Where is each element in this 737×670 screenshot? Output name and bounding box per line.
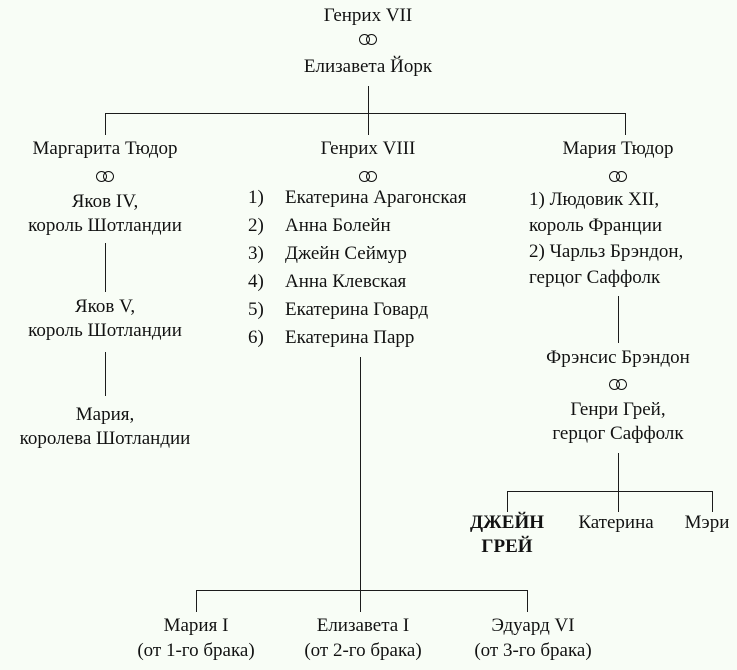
person-james-iv-line2: король Шотландии	[28, 215, 182, 236]
marriage-icon	[96, 171, 114, 182]
person-mary-i-note: (от 1-го брака)	[137, 640, 255, 661]
person-mary-queen-of-scots: Мария, королева Шотландии	[20, 403, 191, 451]
person-mary-scots-line1: Мария,	[75, 404, 135, 425]
connector-henry8-children-stem	[360, 357, 361, 590]
person-mary-tudor: Мария Тюдор	[562, 138, 674, 159]
person-katherine-grey: Катерина	[578, 512, 654, 533]
person-elizabeth-york: Елизавета Йорк	[303, 56, 433, 77]
connector-james5-mary-scots	[105, 352, 106, 396]
wife-number: 3)	[248, 243, 264, 264]
person-jane-grey-line1: ДЖЕЙН	[469, 512, 545, 533]
spouse-louis-xii-line2: король Франции	[529, 215, 663, 236]
person-henry-vii: Генрих VII	[323, 5, 413, 26]
person-henry-grey: Генри Грей, герцог Саффолк	[552, 398, 683, 446]
connector-henry8-children-rail	[196, 590, 527, 591]
person-mary-i-name: Мария I	[163, 615, 229, 636]
marriage-icon	[359, 171, 377, 182]
marriage-icon	[609, 379, 627, 390]
person-henry-viii: Генрих VIII	[320, 138, 416, 159]
marriage-icon	[609, 171, 627, 182]
wife-name: Екатерина Арагонская	[285, 187, 467, 208]
connector-mary-frances	[618, 296, 619, 343]
person-mary-grey: Мэри	[684, 512, 730, 533]
spouse-charles-brandon-line2: герцог Саффолк	[529, 267, 661, 288]
person-elizabeth-i-note: (от 2-го брака)	[304, 640, 422, 661]
ring-icon	[616, 379, 627, 390]
person-henry-grey-line1: Генри Грей,	[570, 399, 666, 420]
connector-frances-children-stem	[618, 453, 619, 491]
ring-icon	[103, 171, 114, 182]
person-edward-vi-name: Эдуард VI	[491, 615, 575, 636]
person-henry-grey-line2: герцог Саффолк	[552, 423, 684, 444]
wife-item-4: 4) Анна Клевская	[248, 268, 466, 296]
ring-icon	[366, 34, 377, 45]
marriage-icon	[359, 34, 377, 45]
wife-name: Екатерина Говард	[285, 299, 429, 320]
person-edward-vi-note: (от 3-го брака)	[474, 640, 592, 661]
connector-drop-edward6	[527, 590, 528, 612]
wife-number: 2)	[248, 215, 264, 236]
person-jane-grey-line2: ГРЕЙ	[481, 536, 533, 557]
ring-icon	[366, 171, 377, 182]
connector-drop-henry8	[368, 113, 369, 135]
wife-name: Екатерина Парр	[285, 327, 415, 348]
person-margaret-tudor: Маргарита Тюдор	[32, 138, 178, 159]
person-james-iv-line1: Яков IV,	[71, 191, 139, 212]
spouse-louis-xii-line1: 1) Людовик XII,	[529, 189, 660, 210]
spouse-charles-brandon-line1: 2) Чарльз Брэндон,	[529, 241, 684, 262]
connector-frances-children-rail	[507, 491, 712, 492]
wife-name: Анна Клевская	[285, 271, 407, 292]
wife-number: 6)	[248, 327, 264, 348]
person-elizabeth-i-name: Елизавета I	[316, 615, 410, 636]
person-elizabeth-i: Елизавета I (от 2-го брака)	[304, 613, 421, 663]
connector-drop-mary-grey	[712, 491, 713, 512]
wife-number: 1)	[248, 187, 264, 208]
person-mary-i: Мария I (от 1-го брака)	[137, 613, 254, 663]
wife-name: Анна Болейн	[285, 215, 391, 236]
connector-gen2-rail	[105, 113, 626, 114]
person-frances-brandon: Фрэнсис Брэндон	[546, 347, 690, 368]
connector-james4-james5	[105, 243, 106, 292]
connector-drop-mary-tudor	[625, 113, 626, 135]
wife-number: 5)	[248, 299, 264, 320]
connector-root-stem	[368, 86, 369, 113]
wife-item-1: 1) Екатерина Арагонская	[248, 184, 466, 212]
wife-item-2: 2) Анна Болейн	[248, 212, 466, 240]
person-james-v-line1: Яков V,	[74, 296, 136, 317]
person-jane-grey: ДЖЕЙН ГРЕЙ	[470, 511, 544, 559]
connector-drop-mary1	[196, 590, 197, 612]
wife-item-3: 3) Джейн Сеймур	[248, 240, 466, 268]
connector-drop-katherine	[618, 491, 619, 512]
person-james-iv: Яков IV, король Шотландии	[28, 190, 182, 238]
person-james-v: Яков V, король Шотландии	[28, 295, 182, 343]
wife-number: 4)	[248, 271, 264, 292]
person-james-v-line2: король Шотландии	[28, 320, 182, 341]
connector-drop-margaret	[105, 113, 106, 135]
wife-name: Джейн Сеймур	[285, 243, 407, 264]
wife-item-6: 6) Екатерина Парр	[248, 324, 466, 352]
person-mary-scots-line2: королева Шотландии	[19, 428, 191, 449]
wives-list: 1) Екатерина Арагонская 2) Анна Болейн 3) Д…	[248, 184, 466, 352]
person-edward-vi: Эдуард VI (от 3-го брака)	[474, 613, 591, 663]
connector-drop-jane-grey	[507, 491, 508, 512]
wife-item-5: 5) Екатерина Говард	[248, 296, 466, 324]
ring-icon	[616, 171, 627, 182]
mary-tudor-spouses: 1) Людовик XII, король Франции 2) Чарльз…	[529, 187, 683, 291]
connector-drop-elizabeth1	[360, 590, 361, 612]
